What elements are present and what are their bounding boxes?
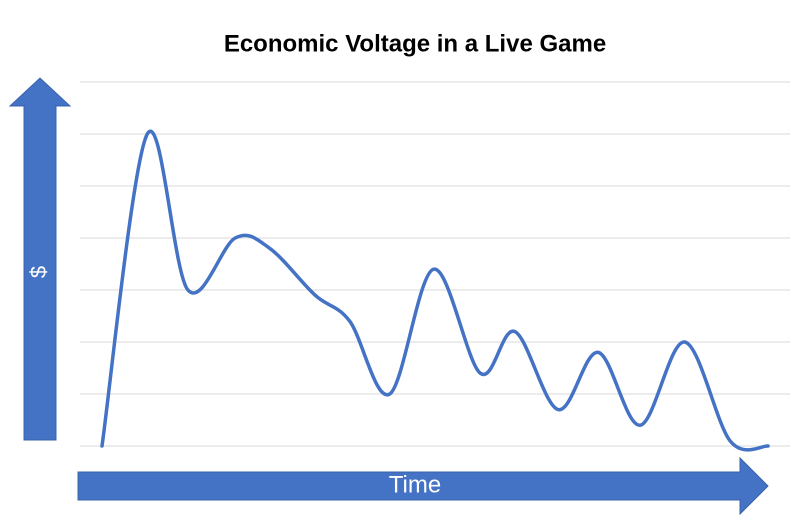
x-axis-arrow bbox=[77, 456, 769, 516]
chart-title: Economic Voltage in a Live Game bbox=[224, 30, 606, 57]
y-axis-arrow bbox=[8, 77, 72, 441]
y-axis-label: $ bbox=[26, 266, 51, 278]
data-line bbox=[100, 129, 770, 452]
x-axis-label: Time bbox=[389, 471, 441, 498]
